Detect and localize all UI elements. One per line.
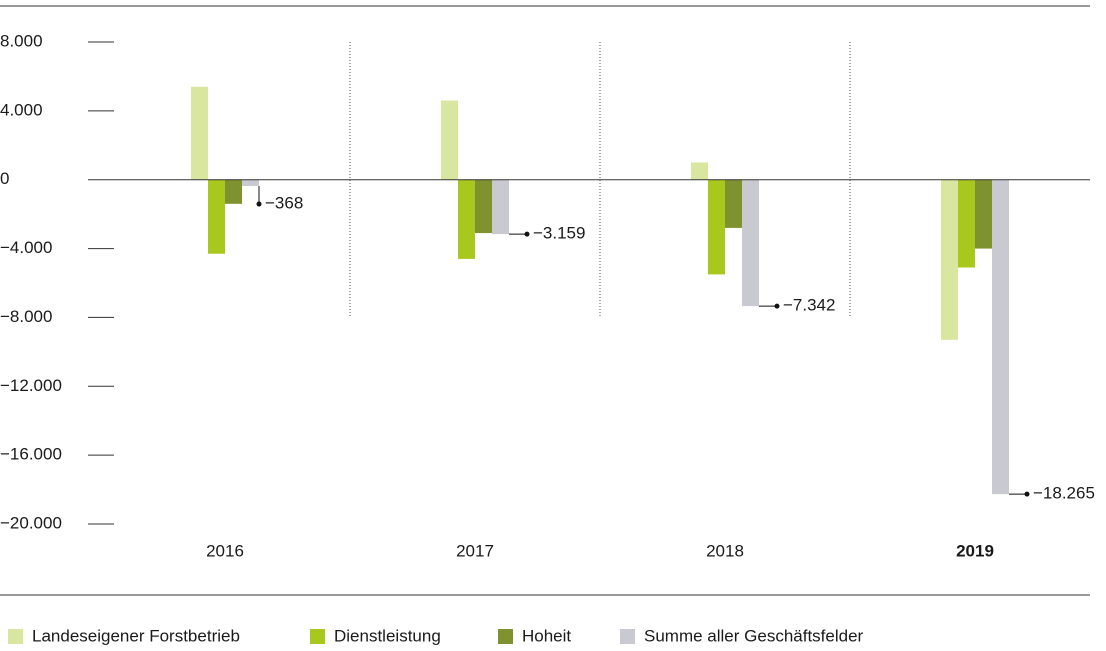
bar xyxy=(708,179,725,275)
y-tick-label: −16.000 xyxy=(0,445,62,464)
bar xyxy=(191,86,208,180)
bar xyxy=(941,179,958,340)
y-tick-label: −12.000 xyxy=(0,376,62,395)
bar xyxy=(441,100,458,180)
leader-dot xyxy=(1024,491,1030,497)
x-tick-label: 2018 xyxy=(706,541,744,560)
bar xyxy=(492,179,509,235)
y-tick-label: −4.000 xyxy=(0,238,52,257)
bar xyxy=(958,179,975,268)
y-tick-label: 8.000 xyxy=(0,31,43,50)
legend-label: Summe aller Geschäftsfelder xyxy=(644,626,864,645)
bar xyxy=(691,162,708,180)
x-tick-label: 2019 xyxy=(956,541,994,560)
leader-dot xyxy=(774,303,780,309)
legend-swatch xyxy=(498,629,513,644)
bar xyxy=(992,179,1009,495)
legend-swatch xyxy=(8,629,23,644)
data-label: −18.265 xyxy=(1033,484,1095,503)
y-tick-label: −8.000 xyxy=(0,307,52,326)
legend-swatch xyxy=(620,629,635,644)
bar xyxy=(742,179,759,307)
bar xyxy=(725,179,742,228)
data-label: −7.342 xyxy=(783,296,835,315)
leader-dot xyxy=(524,231,530,237)
bar xyxy=(475,179,492,234)
bar xyxy=(975,179,992,249)
data-label: −3.159 xyxy=(533,224,585,243)
legend-label: Dienstleistung xyxy=(334,626,441,645)
legend-label: Landeseigener Forstbetrieb xyxy=(32,626,240,645)
y-tick-label: 4.000 xyxy=(0,100,43,119)
leader-dot xyxy=(256,201,262,207)
x-tick-label: 2017 xyxy=(456,541,494,560)
y-tick-label: −20.000 xyxy=(0,513,62,532)
bar xyxy=(225,179,242,204)
bar xyxy=(458,179,475,259)
data-label: −368 xyxy=(265,194,303,213)
legend-label: Hoheit xyxy=(522,626,571,645)
y-tick-label: 0 xyxy=(0,169,9,188)
bar xyxy=(208,179,225,254)
x-tick-label: 2016 xyxy=(206,541,244,560)
legend-swatch xyxy=(310,629,325,644)
bar xyxy=(242,179,259,187)
